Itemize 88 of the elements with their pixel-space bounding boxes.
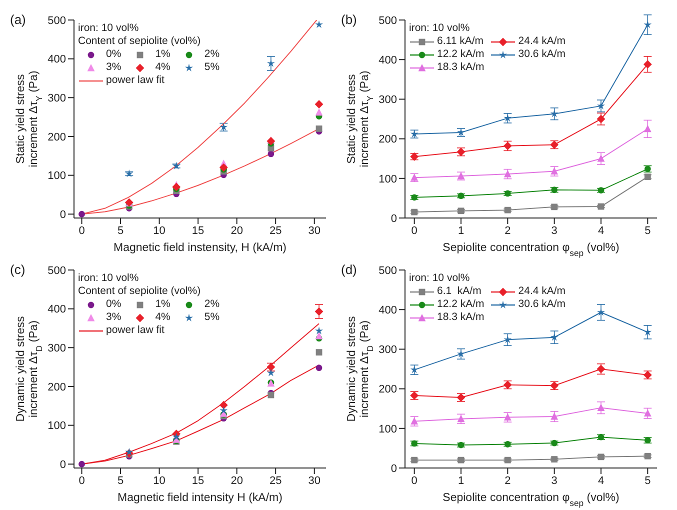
x-tick-label: 0 — [78, 224, 85, 237]
legend-label: 12.2 kA/m — [437, 48, 484, 61]
legend-label: 1% — [155, 298, 170, 311]
legend-label: power law fit — [106, 74, 164, 87]
y-tick-label: 500 — [48, 14, 66, 27]
x-tick-label: 15 — [192, 474, 204, 487]
legend-label: 3% — [106, 311, 122, 324]
y-tick-label: 100 — [48, 170, 66, 182]
y-tick-label: 300 — [48, 92, 66, 105]
x-tick-label: 0 — [411, 474, 418, 487]
y-tick-label: 400 — [48, 304, 66, 316]
y-tick-label: 0 — [60, 209, 66, 222]
legend-label: 18.3 kA/m — [437, 311, 484, 324]
y-tick-label: 100 — [378, 423, 397, 436]
y-tick-label: 500 — [378, 14, 397, 27]
legend-label: 3% — [106, 61, 122, 74]
x-tick-label: 1 — [458, 224, 464, 237]
y-tick-label: 200 — [378, 384, 397, 396]
x-tick-label: 3 — [551, 224, 558, 237]
legend-label: 12.2 kA/m — [437, 298, 484, 311]
x-tick-label: 4 — [598, 224, 604, 237]
legend-label: 2% — [204, 48, 220, 61]
legend-label: 4% — [155, 311, 170, 324]
legend-label: 24.4 kA/m — [518, 285, 566, 298]
x-tick-label: 5 — [644, 474, 651, 487]
x-tick-label: 0 — [411, 224, 418, 237]
x-tick-label: 2 — [504, 224, 511, 237]
x-tick-label: 15 — [192, 224, 204, 237]
legend-label: 30.6 kA/m — [518, 298, 566, 311]
y-tick-label: 200 — [48, 131, 66, 144]
chart-title: (b) — [341, 12, 357, 27]
legend-label: 4% — [155, 61, 170, 74]
y-tick-label: 300 — [48, 342, 66, 355]
legend-label: power law fit — [106, 324, 164, 337]
legend-label: 2% — [204, 298, 220, 311]
legend-title: Content of sepiolite (vol%) — [78, 285, 202, 298]
x-tick-label: 5 — [117, 224, 124, 237]
x-tick-label: 0 — [78, 474, 85, 487]
x-tick-label: 3 — [551, 474, 558, 487]
annotation: iron: 10 vol% — [409, 22, 471, 35]
x-tick-label: 30 — [308, 474, 320, 487]
y-tick-label: 0 — [390, 212, 397, 225]
annotation: iron: 10 vol% — [78, 22, 140, 35]
y-tick-label: 300 — [378, 94, 397, 106]
legend-label: 6.1 kA/m — [437, 285, 482, 298]
x-axis-title: Magnetic field intensity H (kA/m) — [118, 492, 283, 504]
legend-label: 0% — [106, 48, 122, 61]
legend-title: Content of sepiolite (vol%) — [78, 35, 202, 48]
y-tick-label: 400 — [378, 304, 397, 317]
x-axis-title: Magnetic field instensity, H (kA/m) — [114, 242, 287, 254]
y-tick-label: 500 — [378, 264, 397, 277]
x-tick-label: 1 — [458, 474, 464, 487]
y-tick-label: 100 — [48, 420, 66, 432]
annotation: iron: 10 vol% — [78, 272, 140, 285]
y-tick-label: 0 — [60, 459, 66, 472]
x-tick-label: 5 — [644, 224, 651, 237]
x-axis-title: Sepiolite concentration φ$_{sep}$ (vol%) — [442, 242, 620, 258]
y-tick-label: 200 — [48, 381, 66, 394]
y-tick-label: 100 — [378, 173, 397, 186]
y-tick-label: 400 — [48, 54, 66, 66]
legend-label: 24.4 kA/m — [518, 35, 566, 48]
y-tick-label: 400 — [378, 54, 397, 67]
y-tick-label: 300 — [378, 344, 397, 356]
x-tick-label: 25 — [269, 224, 282, 237]
x-tick-label: 5 — [117, 474, 124, 487]
annotation: iron: 10 vol% — [409, 272, 471, 285]
chart-title: (c) — [10, 262, 26, 277]
legend-label: 5% — [204, 311, 220, 324]
x-tick-label: 20 — [230, 224, 243, 237]
x-tick-label: 30 — [308, 224, 320, 237]
y-tick-label: 0 — [390, 462, 397, 475]
legend-label: 1% — [155, 48, 170, 61]
x-tick-label: 25 — [269, 474, 282, 487]
y-tick-label: 200 — [378, 134, 397, 146]
x-tick-label: 10 — [153, 224, 166, 237]
legend-label: 6.11 kA/m — [437, 35, 484, 48]
x-tick-label: 20 — [230, 474, 243, 487]
x-axis-title: Sepiolite concentration φ$_{sep}$ (vol%) — [442, 492, 620, 508]
legend-label: 18.3 kA/m — [437, 61, 484, 74]
chart-title: (d) — [341, 262, 357, 277]
legend-label: 5% — [204, 61, 220, 74]
legend-label: 0% — [106, 298, 122, 311]
y-tick-label: 500 — [48, 264, 66, 277]
x-tick-label: 10 — [153, 474, 166, 487]
x-tick-label: 2 — [504, 474, 511, 487]
x-tick-label: 4 — [598, 474, 604, 487]
legend-label: 30.6 kA/m — [518, 48, 566, 61]
chart-title: (a) — [10, 12, 26, 27]
